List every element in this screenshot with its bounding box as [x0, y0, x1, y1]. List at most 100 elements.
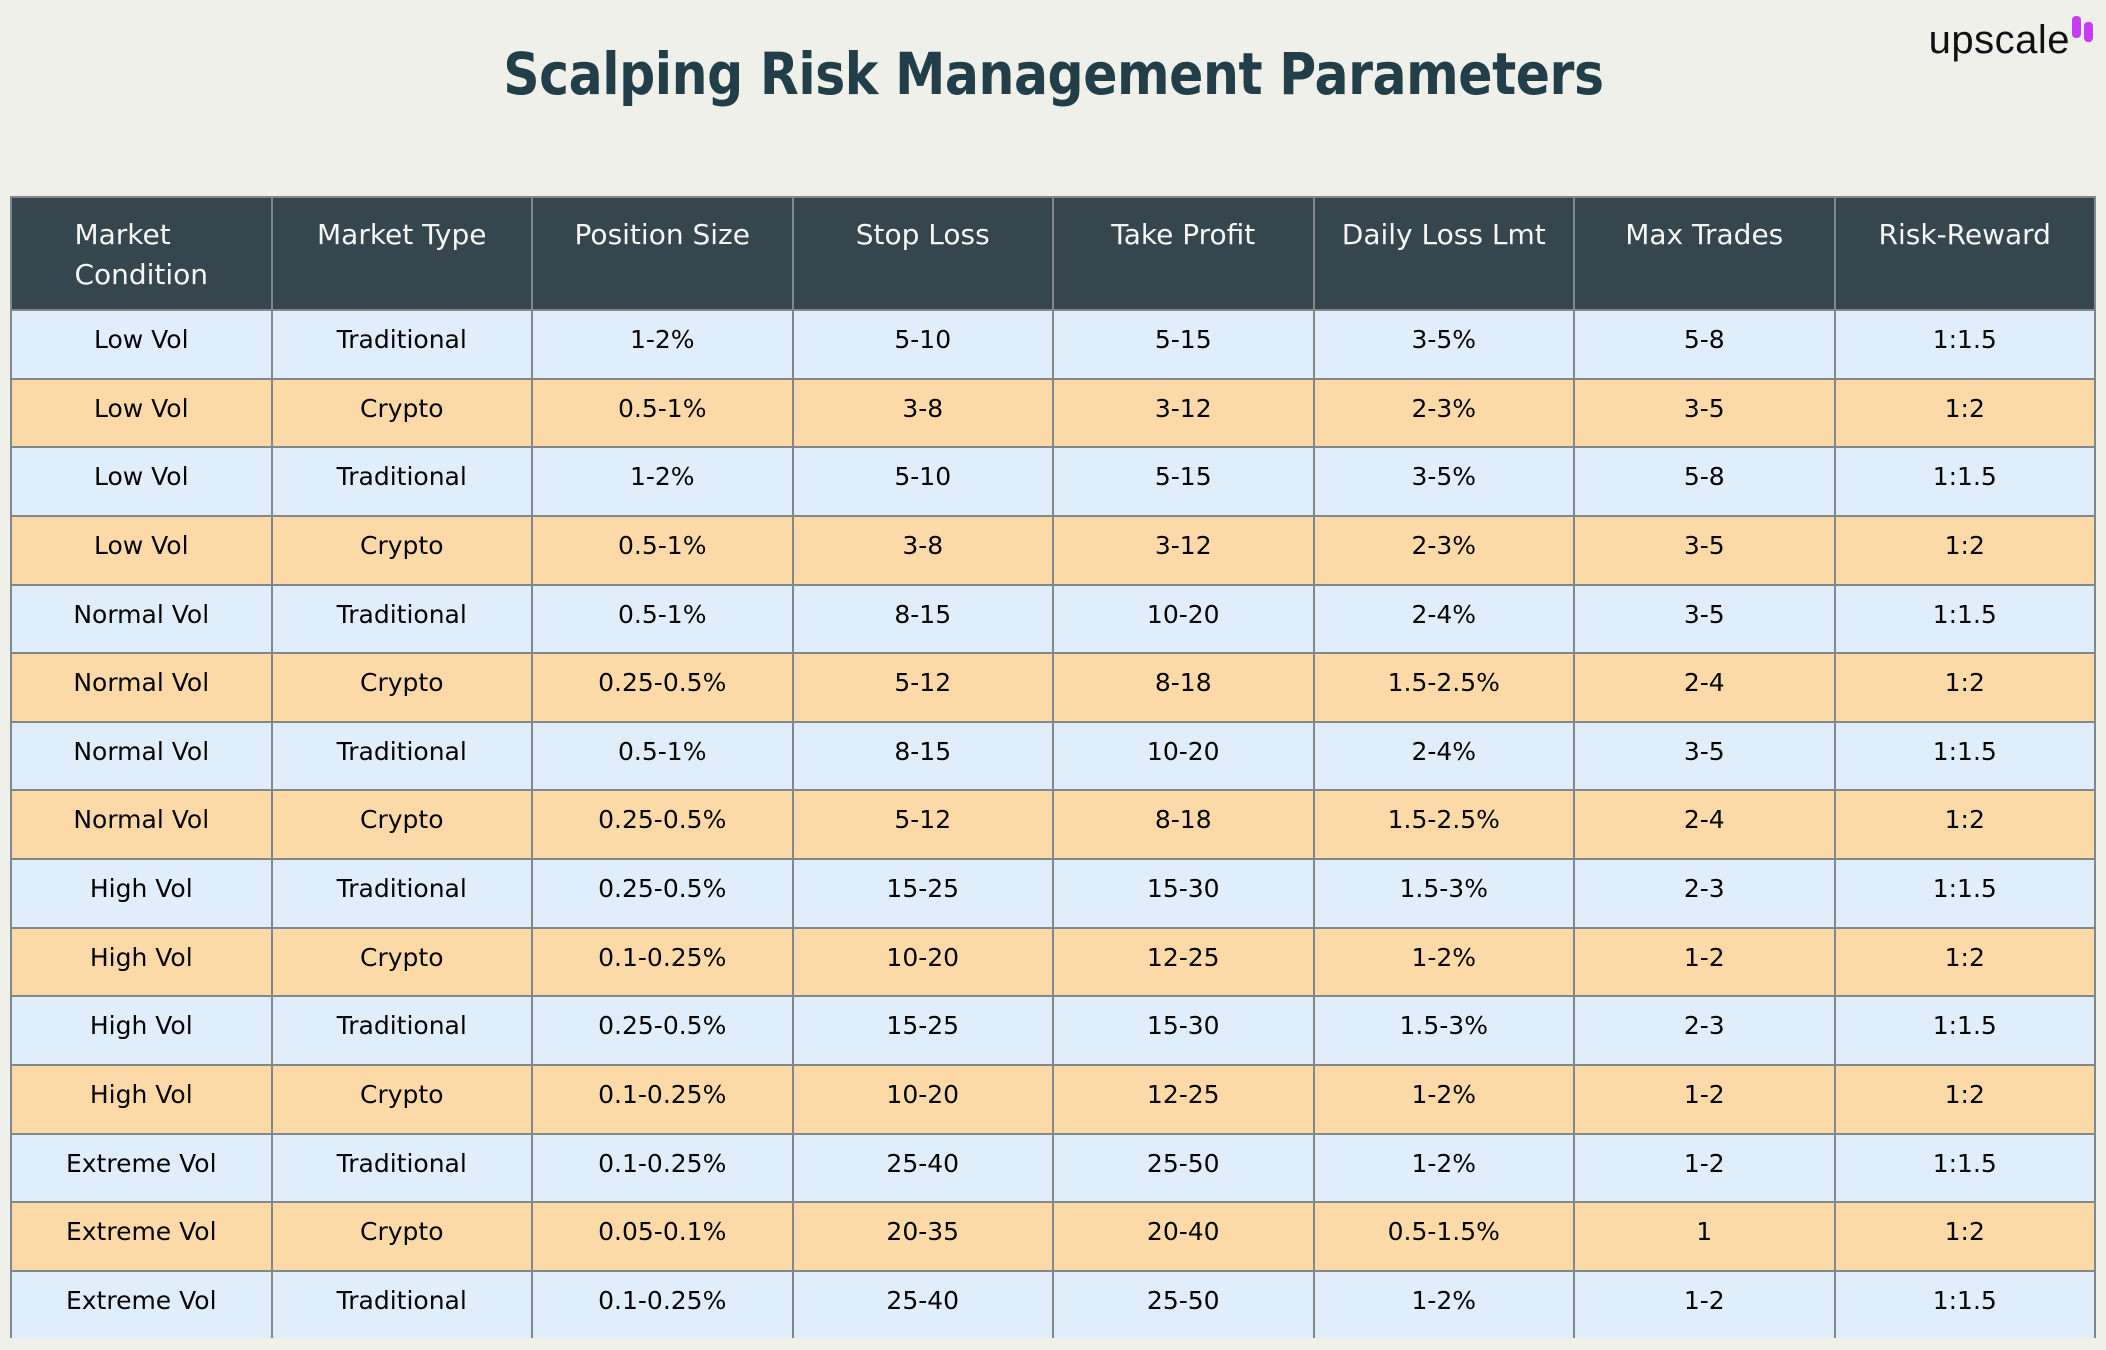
table-body: Low Vol Traditional 1-2% 5-10 5-15 3-5% 5-8 1:1… — [10, 309, 2096, 1338]
column-header: Daily Loss Lmt — [1312, 196, 1575, 311]
table-row: High Vol Traditional 0.25-0.5% 15-25 15-30 1.… — [10, 995, 2096, 1066]
table-cell: 1:1.5 — [1833, 995, 2096, 1066]
table-cell: 1:1.5 — [1833, 309, 2096, 380]
column-header-label: Stop Loss — [855, 218, 990, 251]
table-cell: 1:2 — [1833, 789, 2096, 860]
table-cell: Extreme Vol — [10, 1132, 273, 1204]
table-cell: 1:1.5 — [1833, 1132, 2096, 1204]
table-row: Normal Vol Traditional 0.5-1% 8-15 10-20 2-4%… — [10, 583, 2096, 655]
table-cell: 3-12 — [1052, 514, 1315, 586]
table-cell: 20-40 — [1052, 1201, 1315, 1272]
table-row: Low Vol Crypto 0.5-1% 3-8 3-12 2-3% 3-5 1:2 — [10, 514, 2096, 586]
table-cell: 3-5% — [1312, 309, 1575, 380]
table-cell: 0.25-0.5% — [531, 652, 794, 723]
table-cell: Crypto — [270, 1063, 533, 1135]
table-cell: Crypto — [270, 1201, 533, 1272]
table-cell: 12-25 — [1052, 1063, 1315, 1135]
table-cell: High Vol — [10, 858, 273, 929]
upscale-logo: upscale — [1929, 14, 2094, 66]
double-bars-icon — [2072, 14, 2094, 58]
column-header-label: Risk-Reward — [1878, 218, 2051, 251]
column-header: Stop Loss — [791, 196, 1054, 311]
column-header-label: Market Type — [317, 218, 487, 251]
table-cell: 0.5-1.5% — [1312, 1201, 1575, 1272]
table-cell: 25-40 — [791, 1132, 1054, 1204]
table-cell: 0.1-0.25% — [531, 1132, 794, 1204]
table-cell: 3-8 — [791, 514, 1054, 586]
table-cell: Low Vol — [10, 446, 273, 517]
table-cell: 25-50 — [1052, 1269, 1315, 1338]
table-header: Market Condition Market Type Position Size… — [10, 196, 2096, 311]
table-cell: 0.5-1% — [531, 720, 794, 792]
table-cell: High Vol — [10, 926, 273, 998]
table-cell: 1-2% — [1312, 1132, 1575, 1204]
table-cell: 1:2 — [1833, 1063, 2096, 1135]
table-row: Normal Vol Crypto 0.25-0.5% 5-12 8-18 1.5-2.5… — [10, 652, 2096, 723]
page-title-text: Scalping Risk Management Parameters — [502, 40, 1604, 108]
table-cell: 1-2 — [1573, 1063, 1836, 1135]
table-cell: 5-8 — [1573, 309, 1836, 380]
table-cell: 5-12 — [791, 652, 1054, 723]
logo-bar-right — [2084, 22, 2093, 42]
table-cell: 2-4 — [1573, 789, 1836, 860]
table-cell: Crypto — [270, 789, 533, 860]
table-cell: 0.5-1% — [531, 583, 794, 655]
table-cell: 1-2% — [531, 446, 794, 517]
table-cell: 5-15 — [1052, 309, 1315, 380]
table-cell: 2-4% — [1312, 583, 1575, 655]
table-cell: 2-4 — [1573, 652, 1836, 723]
table-cell: 15-30 — [1052, 858, 1315, 929]
upscale-logo-text: upscale — [1928, 18, 2070, 62]
table-cell: High Vol — [10, 995, 273, 1066]
table-cell: 8-15 — [791, 720, 1054, 792]
table-cell: 2-3 — [1573, 858, 1836, 929]
table-cell: 1-2% — [1312, 1063, 1575, 1135]
column-header: Max Trades — [1573, 196, 1836, 311]
table-row: Normal Vol Traditional 0.5-1% 8-15 10-20 2-4%… — [10, 720, 2096, 792]
table-cell: 1:1.5 — [1833, 1269, 2096, 1338]
table-cell: Traditional — [270, 720, 533, 792]
table-cell: 0.1-0.25% — [531, 1269, 794, 1338]
logo-bar-left — [2072, 16, 2081, 38]
table-cell: 5-15 — [1052, 446, 1315, 517]
column-header-label: Max Trades — [1625, 218, 1784, 251]
table-cell: 1:2 — [1833, 1201, 2096, 1272]
table-cell: High Vol — [10, 1063, 273, 1135]
table-cell: 3-5% — [1312, 446, 1575, 517]
table-cell: 0.1-0.25% — [531, 1063, 794, 1135]
table-cell: Traditional — [270, 1132, 533, 1204]
table-cell: 0.25-0.5% — [531, 789, 794, 860]
column-header-label: Position Size — [574, 218, 750, 251]
table-cell: 1.5-3% — [1312, 858, 1575, 929]
table-cell: 1:2 — [1833, 514, 2096, 586]
table-cell: 2-3% — [1312, 514, 1575, 586]
table-row: Low Vol Traditional 1-2% 5-10 5-15 3-5% 5-8 1:1… — [10, 446, 2096, 517]
table-cell: 3-5 — [1573, 583, 1836, 655]
table-cell: Low Vol — [10, 514, 273, 586]
table-cell: 2-3% — [1312, 377, 1575, 449]
table-cell: Traditional — [270, 1269, 533, 1338]
table-cell: 20-35 — [791, 1201, 1054, 1272]
column-header: Market Type — [270, 196, 533, 311]
table-cell: 5-12 — [791, 789, 1054, 860]
column-header-label: Market Condition — [74, 218, 209, 291]
table-cell: Traditional — [270, 995, 533, 1066]
table-cell: 3-5 — [1573, 377, 1836, 449]
table-cell: 1-2 — [1573, 1269, 1836, 1338]
header-row: Market Condition Market Type Position Size… — [10, 196, 2096, 311]
table-cell: 1:1.5 — [1833, 583, 2096, 655]
table-cell: Low Vol — [10, 309, 273, 380]
table-cell: Extreme Vol — [10, 1269, 273, 1338]
table-cell: Traditional — [270, 446, 533, 517]
table-cell: 15-25 — [791, 858, 1054, 929]
table-cell: 0.1-0.25% — [531, 926, 794, 998]
table-cell: Normal Vol — [10, 789, 273, 860]
column-header: Position Size — [531, 196, 794, 311]
column-header: Market Condition — [10, 196, 273, 311]
table-cell: 25-40 — [791, 1269, 1054, 1338]
table-row: High Vol Crypto 0.1-0.25% 10-20 12-25 1-2% 1-2… — [10, 926, 2096, 998]
table-cell: 1-2% — [531, 309, 794, 380]
table-cell: Traditional — [270, 583, 533, 655]
table-cell: 1-2 — [1573, 926, 1836, 998]
page-title: Scalping Risk Management Parameters — [0, 44, 2106, 104]
